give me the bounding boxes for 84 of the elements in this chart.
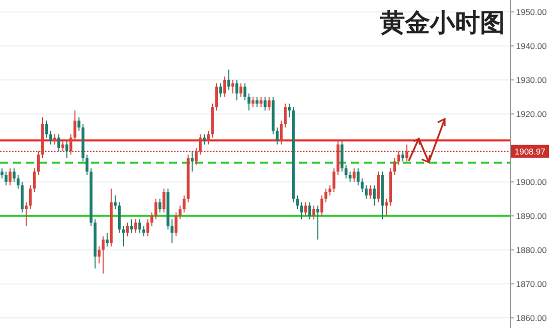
candlestick [126, 222, 129, 237]
chart-title: 黄金小时图 [379, 8, 505, 37]
candlestick [340, 140, 344, 172]
candlestick [284, 103, 287, 128]
candlestick [154, 198, 158, 220]
candlestick [239, 82, 242, 98]
candlestick [24, 202, 28, 227]
candlestick [352, 168, 356, 182]
candlestick [198, 134, 202, 156]
candlestick [134, 218, 138, 234]
candlestick [397, 150, 400, 166]
candlestick [0, 168, 4, 179]
candlestick [32, 168, 36, 193]
candlestick [288, 103, 291, 118]
candlestick [158, 198, 162, 213]
candlestick [377, 171, 380, 203]
candlestick [49, 130, 52, 145]
y-tick-label: 1880.00 [516, 244, 547, 255]
candlestick [174, 212, 178, 237]
candlestick [45, 120, 48, 138]
candlestick [256, 96, 258, 108]
candlestick [223, 76, 226, 98]
candlestick [28, 184, 32, 210]
candlestick [348, 171, 352, 182]
candlestick [332, 168, 336, 193]
candlestick [372, 184, 376, 206]
candlestick [37, 150, 40, 176]
candlestick [65, 140, 68, 159]
candlestick [170, 218, 174, 244]
candlestick [316, 205, 320, 240]
candlestick [248, 92, 250, 111]
candlestick [138, 218, 142, 234]
candlestick [207, 130, 210, 145]
candlestick [142, 226, 146, 237]
candlestick [324, 188, 328, 203]
candlestick [312, 205, 316, 220]
candlestick [130, 218, 133, 234]
candlestick [4, 171, 8, 186]
candlestick [122, 226, 125, 247]
candlestick [401, 150, 404, 162]
y-tick-label: 1900.00 [516, 176, 547, 187]
candlestick [368, 184, 372, 200]
y-tick-label: 1940.00 [516, 40, 547, 51]
candlestick [53, 134, 56, 145]
candlestick [190, 150, 194, 172]
candlestick [73, 110, 76, 142]
candlestick [264, 96, 267, 111]
candlestick [300, 202, 303, 220]
candlestick [57, 134, 60, 152]
y-tick-label: 1890.00 [516, 210, 547, 221]
candlestick [328, 184, 332, 196]
candlestick [344, 164, 348, 179]
candlestick [102, 236, 105, 274]
candlestick [202, 134, 206, 145]
candlestick [61, 140, 64, 152]
candlestick [252, 96, 254, 108]
candlestick [106, 232, 109, 247]
candlestick [8, 168, 12, 186]
candlestick [308, 202, 312, 220]
candlestick [178, 205, 182, 220]
candlestick [296, 194, 299, 210]
y-tick-label: 1870.00 [516, 278, 547, 289]
candlestick [243, 82, 246, 101]
candlestick [78, 116, 80, 132]
candlestick [86, 154, 88, 176]
candlestick [385, 198, 388, 216]
candlestick [162, 188, 166, 213]
y-tick-label: 1920.00 [516, 108, 547, 119]
y-tick-label: 1860.00 [516, 312, 547, 323]
candlestick [356, 168, 360, 186]
candlestick [146, 218, 150, 237]
candlestick [304, 202, 308, 216]
candlestick [393, 158, 396, 176]
candlestick [260, 96, 262, 108]
candlestick [215, 82, 218, 111]
candlestick [114, 194, 117, 210]
y-tick-label: 1950.00 [516, 6, 547, 17]
ref-line-label: 1908.97 [514, 146, 546, 156]
candlestick [118, 202, 121, 234]
candlestick [219, 82, 222, 98]
y-tick-label: 1930.00 [516, 74, 547, 85]
candlestick [69, 134, 72, 156]
candlestick [12, 168, 16, 182]
candlestick [364, 184, 368, 200]
